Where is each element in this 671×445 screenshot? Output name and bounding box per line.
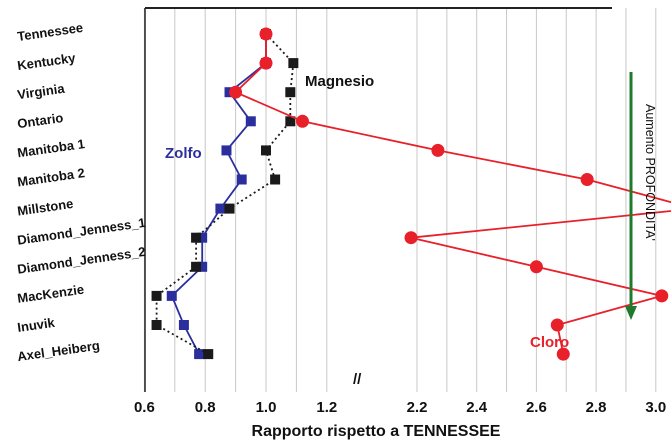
plot-frame [144,7,612,392]
data-point-magnesio [191,261,202,272]
axis-break-mark: // [353,371,362,388]
data-point-zolfo [245,116,256,127]
category-label: Manitoba 2 [16,165,85,189]
category-label: Millstone [16,196,74,219]
data-point-zolfo [178,320,189,330]
x-tick-label: 2.4 [466,399,488,416]
data-point-magnesio [261,145,271,156]
data-point-magnesio [191,232,202,243]
category-label: Inuvik [16,315,56,335]
x-tick-label: 2.8 [586,399,607,416]
data-point-cloro [431,143,445,157]
data-point-cloro [556,347,570,361]
data-point-zolfo [215,203,226,214]
data-point-cloro [550,318,564,332]
data-point-magnesio [285,87,296,98]
data-point-zolfo [194,349,205,360]
data-point-cloro [404,231,418,245]
x-tick-label: 3.0 [645,399,666,416]
category-label: Diamond_Jenness_1 [16,215,146,248]
data-point-cloro [580,173,594,186]
x-tick-label: 1.2 [316,399,337,416]
category-label: Virginia [16,81,66,103]
x-tick-label: 2.2 [407,399,428,416]
series-lines [151,27,671,361]
annotation-magnesio: Magnesio [305,73,374,90]
depth-arrow-head [625,306,637,320]
data-point-zolfo [236,174,247,185]
category-label: Tennessee [16,20,84,44]
gridlines [143,8,657,392]
data-point-zolfo [197,261,208,272]
category-label: Ontario [16,110,64,131]
annotation-zolfo: Zolfo [165,145,202,162]
data-point-magnesio [151,320,162,330]
data-point-magnesio [285,116,296,127]
category-label: Axel_Heiberg [16,338,100,364]
data-point-cloro [529,260,543,274]
data-point-magnesio [203,349,214,360]
data-point-cloro [259,56,273,70]
x-axis-title: Rapporto rispetto a TENNESSEE [252,423,501,440]
data-point-magnesio [270,174,281,185]
data-point-cloro [259,27,273,41]
depth-arrow [625,72,637,320]
data-point-cloro [655,289,669,303]
series-line-zolfo [170,34,267,355]
x-tick-labels: 0.60.81.01.22.22.42.62.83.03.2 [134,399,666,416]
series-line-cloro [234,34,671,355]
x-tick-label: 2.6 [526,399,547,416]
category-label: MacKenzie [16,282,85,306]
side-label-depth: Aumento PROFONDITA' [643,104,657,241]
series-line-magnesio [155,33,295,355]
data-point-zolfo [166,290,177,301]
category-label: Manitoba 1 [16,136,85,160]
data-point-magnesio [224,203,235,214]
x-tick-label: 0.6 [134,399,155,416]
x-tick-label: 1.0 [256,399,277,416]
x-tick-label: 0.8 [195,399,216,416]
data-point-cloro [229,85,243,99]
category-labels: Tennessee Kentucky Virginia Ontario Manitoba… [16,20,146,364]
data-point-magnesio [288,58,299,69]
category-label: Kentucky [16,50,77,73]
data-point-zolfo [197,232,208,243]
category-label: Diamond_Jenness_2 [16,244,146,277]
data-point-zolfo [221,145,232,156]
annotation-cloro: Cloro [530,334,569,351]
data-point-cloro [295,114,309,128]
data-point-magnesio [151,290,162,301]
